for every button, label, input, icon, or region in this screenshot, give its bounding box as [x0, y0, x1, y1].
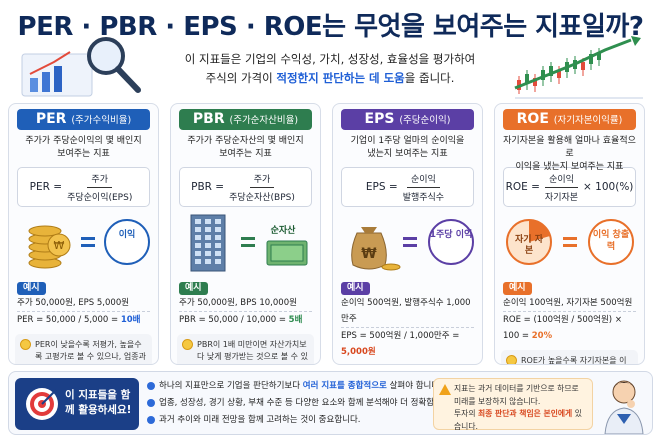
tip-badge-text: 이 지표들을 함께 활용하세요! [65, 389, 132, 416]
svg-text:₩: ₩ [54, 239, 65, 252]
lightbulb-icon [506, 355, 517, 364]
svg-text:₩: ₩ [361, 246, 377, 262]
formula-lhs: ROE = [505, 181, 540, 193]
formula-fraction: 주가 주당순자산(BPS) [229, 172, 295, 203]
example-tag: 예시 [341, 282, 370, 295]
formula-lhs: PBR = [191, 181, 225, 193]
formula-fraction: 순이익 자기자본 [545, 172, 578, 203]
card-note: PBR이 1배 미만이면 자산가치보다 낮게 평가받는 것으로 볼 수 있으나,… [177, 334, 314, 364]
card-title: EPS (주당순이익) [341, 109, 474, 130]
formula-fraction: 주가 주당순이익(EPS) [67, 172, 132, 203]
building-equals-assets-illustration [190, 214, 308, 272]
example-tag: 예시 [17, 282, 46, 295]
example-box: 주가 50,000원, EPS 5,000원 PER = 50,000 / 5,… [17, 295, 150, 328]
example-box: 순이익 500억원, 발행주식수 1,000만주 EPS = 500억원 / 1… [341, 295, 474, 360]
card-title: PER (주가수익비율) [17, 109, 150, 130]
example-calculation: ROE = (100억원 / 500억원) × 100 = 20% [503, 311, 636, 344]
lightbulb-icon [182, 339, 193, 350]
illus-label: 이익 [118, 230, 136, 240]
card-description: 자기자본을 활용해 얼마나 효율적으로 이익을 냈는지 보여주는 지표 [503, 136, 636, 172]
card-illustration: 순자산 [177, 211, 314, 273]
card-note: PER이 낮을수록 저평가, 높을수록 고평가로 볼 수 있으나, 업종과 성장… [15, 334, 152, 364]
example-calculation: EPS = 500억원 / 1,000만주 = 5,000원 [341, 327, 474, 360]
thinking-person-icon [604, 380, 644, 434]
disclaimer-box: 지표는 과거 데이터를 기반으로 하므로 미래를 보장하지 않습니다. 투자의 … [433, 378, 593, 431]
example-calculation: PBR = 50,000 / 10,000 = 5배 [179, 311, 312, 328]
tip-bullet-list: 하나의 지표만으로 기업을 판단하기보다 여러 지표를 종합적으로 살펴야 합니… [147, 378, 452, 429]
page-subtitle: 이 지표들은 기업의 수익성, 가치, 성장성, 효율성을 평가하여 주식의 가… [160, 50, 500, 88]
card-eps: EPS (주당순이익) 기업이 1주당 얼마의 순이익을 냈는지 보여주는 지표… [332, 103, 483, 365]
target-icon [26, 388, 58, 420]
formula-box: PBR = 주가 주당순자산(BPS) [179, 167, 312, 207]
formula-lhs: PER = [29, 181, 63, 193]
candlestick-chart-illustration [514, 36, 643, 99]
roe-equity-label: 자기 자본 [515, 235, 543, 256]
example-box: 주가 50,000원, BPS 10,000원 PBR = 50,000 / 1… [179, 295, 312, 328]
bottom-summary-panel: 이 지표들을 함께 활용하세요! 하나의 지표만으로 기업을 판단하기보다 여러… [8, 371, 653, 435]
illus-label: 순자산 [270, 226, 296, 236]
example-inputs: 순이익 500억원, 발행주식수 1,000만주 [341, 298, 471, 324]
card-pbr: PBR (주가순자산비율) 주가가 주당순자산의 몇 배인지 보여주는 지표 P… [170, 103, 321, 365]
moneybag-equals-eps-illustration: ₩ [351, 219, 474, 271]
formula-box: EPS = 순이익 발행주식수 [341, 167, 474, 207]
pie-equals-profitability-illustration [506, 219, 634, 265]
illus-label: 1주당 이익 [429, 230, 473, 240]
tip-bullet-1: 하나의 지표만으로 기업을 판단하기보다 여러 지표를 종합적으로 살펴야 합니… [147, 378, 442, 395]
example-tag: 예시 [179, 282, 208, 295]
formula-fraction: 순이익 발행주식수 [403, 172, 444, 203]
card-description: 주가가 주당순이익의 몇 배인지 보여주는 지표 [25, 136, 142, 159]
page-title: PER · PBR · EPS · ROE는 무엇을 보여주는 지표일까? [17, 12, 644, 42]
coins-equals-profit-illustration: ₩ [28, 219, 150, 269]
warning-icon [439, 384, 451, 395]
subtitle-line-2: 주식의 가격이 적정한지 판단하는 데 도움을 줍니다. [205, 71, 455, 85]
example-inputs: 순이익 100억원, 자기자본 500억원 [503, 298, 633, 308]
card-illustration: ₩ 이익 [15, 211, 152, 273]
tip-badge: 이 지표들을 함께 활용하세요! [15, 378, 139, 430]
formula-box: PER = 주가 주당순이익(EPS) [17, 167, 150, 207]
tip-bullet-2: 업종, 성장성, 경기 상황, 부채 수준 등 다양한 요소와 함께 분석해야 … [147, 395, 452, 412]
card-illustration: 자기 자본 이익 창출력 [501, 211, 638, 273]
formula-suffix: × 100(%) [583, 181, 634, 193]
example-tag: 예시 [503, 282, 532, 295]
card-illustration: ₩ 1주당 이익 [339, 211, 476, 273]
formula-box: ROE = 순이익 자기자본 × 100(%) [503, 167, 636, 207]
example-calculation: PER = 50,000 / 5,000 = 10배 [17, 311, 150, 328]
formula-lhs: EPS = [365, 181, 398, 193]
illus-label: 이익 창출력 [592, 230, 630, 252]
card-per: PER (주가수익비율) 주가가 주당순이익의 몇 배인지 보여주는 지표 PE… [8, 103, 159, 365]
lightbulb-icon [20, 339, 31, 350]
subtitle-line-1: 이 지표들은 기업의 수익성, 가치, 성장성, 효율성을 평가하여 [184, 52, 476, 66]
card-description: 기업이 1주당 얼마의 순이익을 냈는지 보여주는 지표 [350, 136, 465, 159]
example-inputs: 주가 50,000원, EPS 5,000원 [17, 298, 130, 308]
card-roe: ROE (자기자본이익률) 자기자본을 활용해 얼마나 효율적으로 이익을 냈는… [494, 103, 645, 365]
card-title: PBR (주가순자산비율) [179, 109, 312, 130]
card-note: ROE가 높을수록 자기자본을 이용한 수익성이 우수하다고 판단할 수 있습니… [501, 350, 638, 364]
card-title: ROE (자기자본이익률) [503, 109, 636, 130]
example-inputs: 주가 50,000원, BPS 10,000원 [179, 298, 297, 308]
magnifier-chart-illustration [21, 37, 141, 97]
example-box: 순이익 100억원, 자기자본 500억원 ROE = (100억원 / 500… [503, 295, 636, 344]
card-description: 주가가 주당순자산의 몇 배인지 보여주는 지표 [187, 136, 304, 159]
tip-bullet-3: 과거 추이와 미래 전망을 함께 고려하는 것이 중요합니다. [147, 412, 429, 429]
